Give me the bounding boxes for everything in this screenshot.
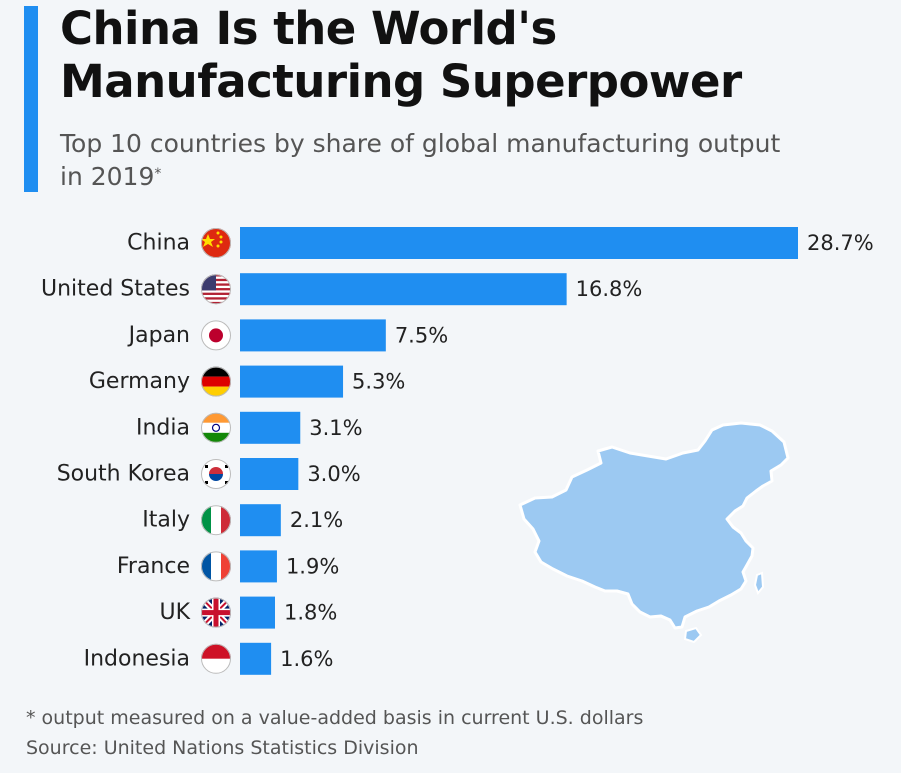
category-label: Indonesia: [84, 646, 190, 671]
hainan-island-shape: [683, 626, 703, 644]
value-label: 1.8%: [284, 601, 337, 625]
value-label: 3.0%: [307, 462, 360, 486]
value-label: 16.8%: [576, 277, 643, 301]
subtitle-footnote-mark: *: [154, 166, 162, 182]
japan-flag-icon: [201, 320, 231, 351]
chart-subtitle: Top 10 countries by share of global manu…: [60, 127, 800, 193]
value-label: 7.5%: [395, 323, 448, 347]
category-label: Italy: [142, 508, 190, 533]
category-label: Germany: [89, 369, 190, 394]
subtitle-text: Top 10 countries by share of global manu…: [60, 129, 781, 191]
bar: [240, 227, 798, 259]
bar: [240, 319, 386, 352]
category-label: France: [117, 554, 190, 579]
bar: [240, 411, 301, 444]
category-label: UK: [159, 600, 190, 625]
bar: [240, 550, 277, 583]
value-label: 5.3%: [352, 370, 405, 394]
bar: [240, 365, 344, 398]
value-label: 1.9%: [286, 554, 339, 578]
india-flag-icon: [201, 412, 231, 443]
category-label: South Korea: [57, 462, 190, 487]
accent-bar: [24, 6, 38, 192]
germany-flag-icon: [201, 366, 231, 397]
bar: [240, 273, 567, 306]
value-label: 2.1%: [290, 508, 343, 532]
source-note: Source: United Nations Statistics Divisi…: [26, 737, 419, 759]
bar: [240, 596, 275, 629]
italy-flag-icon: [201, 505, 231, 536]
bar: [240, 642, 272, 675]
china-map-icon: [518, 421, 790, 644]
indonesia-flag-icon: [201, 643, 231, 674]
footnote: * output measured on a value-added basis…: [26, 707, 644, 729]
value-label: 1.6%: [280, 647, 333, 671]
bar: [240, 504, 281, 537]
value-label: 3.1%: [309, 416, 362, 440]
bars-group: China 28.7% United States 16.8% Japan 7.5% Ger…: [41, 227, 874, 675]
category-label: Japan: [127, 323, 190, 348]
category-label: India: [136, 415, 190, 440]
taiwan-island-shape: [753, 571, 765, 595]
category-label: China: [127, 231, 190, 256]
uk-flag-icon: [201, 597, 231, 628]
usa-flag-icon: [201, 274, 231, 305]
china-flag-icon: [201, 228, 231, 258]
value-label: 28.7%: [807, 231, 874, 255]
category-label: United States: [41, 277, 190, 302]
bar: [240, 458, 299, 490]
title-line-1: China Is the World's: [60, 2, 557, 55]
chart-title: China Is the World's Manufacturing Super…: [60, 2, 880, 108]
bar-chart: China 28.7% United States 16.8% Japan 7.5% Ger…: [41, 227, 874, 675]
title-line-2: Manufacturing Superpower: [60, 55, 742, 108]
south-korea-flag-icon: [201, 459, 231, 489]
china-map-shape: [518, 421, 790, 630]
france-flag-icon: [201, 551, 231, 582]
